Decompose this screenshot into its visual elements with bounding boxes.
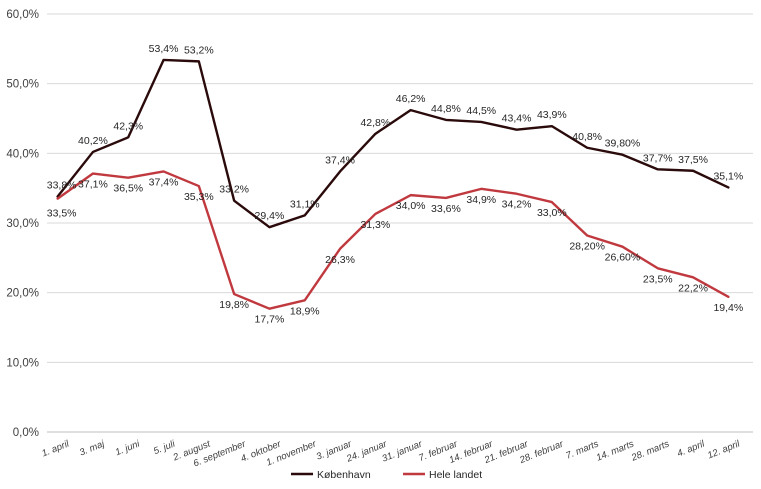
y-tick-label: 0,0%: [13, 427, 39, 439]
data-label: 26,3%: [325, 254, 355, 266]
data-label: 18,9%: [290, 305, 320, 317]
y-tick-label: 30,0%: [6, 218, 39, 230]
data-label: 44,8%: [431, 103, 461, 115]
y-tick-label: 60,0%: [6, 9, 39, 21]
data-label: 34,0%: [396, 200, 426, 212]
data-label: 26,60%: [605, 252, 641, 264]
data-label: 33,8%: [47, 180, 77, 192]
y-tick-label: 10,0%: [6, 357, 39, 369]
data-label: 33,6%: [431, 203, 461, 215]
data-label: 53,2%: [184, 44, 214, 56]
data-label: 42,8%: [360, 117, 390, 129]
series-line-kobenhavn: [56, 58, 730, 229]
legend: København Hele landet: [291, 469, 482, 481]
data-label: 31,1%: [290, 198, 320, 210]
data-label: 22,2%: [678, 282, 708, 294]
data-label: 37,5%: [678, 154, 708, 166]
data-label: 28,20%: [569, 241, 605, 253]
data-label: 39,80%: [605, 138, 641, 150]
legend-label: København: [317, 469, 371, 481]
gridlines: [47, 13, 753, 433]
y-tick-label: 20,0%: [6, 288, 39, 300]
data-label: 36,5%: [113, 183, 143, 195]
data-label: 33,2%: [219, 184, 249, 196]
data-label: 34,2%: [502, 199, 532, 211]
y-tick-label: 50,0%: [6, 79, 39, 91]
data-label: 42,3%: [113, 120, 143, 132]
data-label: 19,4%: [713, 302, 743, 314]
data-label: 37,4%: [149, 176, 179, 188]
data-label: 17,7%: [255, 314, 285, 326]
x-tick-label: 28. marts: [629, 438, 671, 464]
data-label: 37,4%: [325, 154, 355, 166]
data-label: 53,4%: [149, 43, 179, 55]
data-label: 33,0%: [537, 207, 567, 219]
data-label: 40,8%: [572, 131, 602, 143]
data-label: 37,7%: [643, 152, 673, 164]
data-label: 37,1%: [78, 179, 108, 191]
data-label: 44,5%: [466, 105, 496, 117]
x-tick-label: 3. maj: [78, 438, 107, 458]
y-tick-label: 40,0%: [6, 148, 39, 160]
x-tick-label: 12. april: [706, 438, 742, 461]
x-tick-label: 4. april: [676, 438, 707, 459]
data-label: 40,2%: [78, 135, 108, 147]
legend-label: Hele landet: [429, 469, 482, 481]
data-label: 31,3%: [360, 219, 390, 231]
y-axis-ticks: 0,0% 10,0% 20,0% 30,0% 40,0% 50,0% 60,0%: [6, 9, 39, 439]
data-label: 23,5%: [643, 273, 673, 285]
data-labels: 33,8% 40,2% 42,3% 53,4% 53,2% 33,2% 29,4% 31,1%…: [47, 43, 743, 326]
series-line-hele-landet: [56, 170, 730, 310]
data-label: 46,2%: [396, 93, 426, 105]
data-label: 19,8%: [219, 299, 249, 311]
x-tick-label: 1. april: [40, 438, 71, 459]
data-label: 35,1%: [713, 170, 743, 182]
data-label: 43,9%: [537, 109, 567, 121]
x-tick-label: 7. marts: [564, 438, 600, 461]
data-label: 33,5%: [47, 208, 77, 220]
x-tick-label: 14. marts: [595, 438, 636, 463]
x-tick-label: 31. januar: [380, 438, 424, 464]
x-tick-label: 1. juni: [114, 438, 142, 458]
data-label: 34,9%: [466, 194, 496, 206]
data-label: 29,4%: [255, 210, 285, 222]
data-label: 35,3%: [184, 191, 214, 203]
data-label: 43,4%: [502, 113, 532, 125]
